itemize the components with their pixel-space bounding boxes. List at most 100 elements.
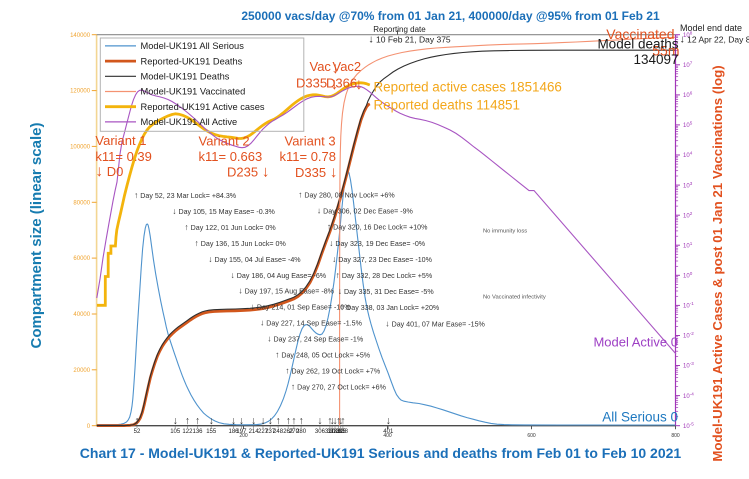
svg-text:Reported deaths 114851: Reported deaths 114851 [374, 98, 520, 113]
svg-text:227: 227 [258, 429, 269, 435]
svg-text:306: 306 [315, 429, 326, 435]
svg-text:↓ Day 186, 04 Aug Ease= -6%: ↓ Day 186, 04 Aug Ease= -6% [231, 270, 327, 280]
svg-text:105: 105 [683, 121, 693, 130]
svg-text:Model-UK191 Vaccinated: Model-UK191 Vaccinated [141, 87, 246, 97]
svg-text:52: 52 [134, 429, 141, 435]
svg-text:Model deaths: Model deaths [597, 37, 678, 52]
svg-text:Vac: Vac [310, 59, 332, 74]
svg-text:k11= 0.663: k11= 0.663 [199, 149, 263, 164]
svg-text:10-5: 10-5 [683, 421, 694, 430]
svg-text:136: 136 [192, 429, 203, 435]
svg-text:↑ Day 338, 03 Jan Lock= +20%: ↑ Day 338, 03 Jan Lock= +20% [340, 302, 440, 312]
svg-text:↑: ↑ [134, 415, 139, 427]
svg-text:105: 105 [170, 429, 181, 435]
svg-text:Model-UK191 All Serious: Model-UK191 All Serious [141, 41, 245, 51]
svg-text:248: 248 [273, 429, 284, 435]
svg-text:↑ Day 136, 15 Jun Lock= 0%: ↑ Day 136, 15 Jun Lock= 0% [195, 238, 287, 248]
svg-text:↓: ↓ [332, 415, 337, 427]
svg-text:↓ Day 197, 15 Aug Ease= -8%: ↓ Day 197, 15 Aug Ease= -8% [238, 286, 334, 296]
svg-text:60000: 60000 [73, 256, 90, 262]
svg-text:108: 108 [683, 30, 693, 39]
svg-text:↑: ↑ [298, 415, 303, 427]
svg-text:401: 401 [383, 429, 394, 435]
svg-text:↑: ↑ [291, 415, 296, 427]
svg-text:↓ 12 Apr 22, Day 807: ↓ 12 Apr 22, Day 807 [680, 34, 749, 46]
svg-text:332: 332 [334, 429, 345, 435]
svg-text:Model end date: Model end date [680, 23, 742, 33]
svg-text:↓: ↓ [251, 415, 256, 427]
svg-text:107: 107 [683, 61, 693, 70]
svg-text:122: 122 [182, 429, 193, 435]
svg-text:↓: ↓ [260, 415, 265, 427]
svg-text:↑: ↑ [340, 415, 345, 427]
svg-text:↓ Day 227, 14 Sep Ease= -1.5%: ↓ Day 227, 14 Sep Ease= -1.5% [260, 318, 363, 328]
svg-text:↓ Day 237, 24 Sep Ease= -1%: ↓ Day 237, 24 Sep Ease= -1% [267, 334, 364, 344]
svg-text:10-1: 10-1 [683, 301, 694, 310]
svg-text:Model-UK191 Deaths: Model-UK191 Deaths [141, 72, 230, 82]
svg-text:D366: D366 [326, 76, 357, 91]
svg-text:101: 101 [683, 241, 693, 250]
svg-text:10-2: 10-2 [683, 331, 694, 340]
svg-text:102: 102 [683, 211, 693, 220]
svg-text:↓: ↓ [268, 415, 273, 427]
svg-text:↓: ↓ [331, 76, 339, 93]
svg-text:↑ Day 262, 19 Oct Lock= +7%: ↑ Day 262, 19 Oct Lock= +7% [285, 365, 381, 375]
svg-text:20000: 20000 [73, 368, 90, 374]
svg-text:155: 155 [206, 429, 217, 435]
svg-text:237: 237 [265, 429, 276, 435]
svg-text:Reporting date: Reporting date [373, 25, 426, 34]
svg-text:140000: 140000 [70, 33, 91, 39]
svg-text:55m: 55m [652, 43, 679, 59]
svg-text:↓ Day 155, 04 Jul Ease= -4%: ↓ Day 155, 04 Jul Ease= -4% [208, 254, 301, 264]
svg-text:↓: ↓ [332, 60, 340, 77]
svg-text:10-3: 10-3 [683, 361, 694, 370]
svg-text:80000: 80000 [73, 200, 90, 206]
svg-text:↓: ↓ [386, 415, 391, 427]
svg-text:k11= 0.39: k11= 0.39 [95, 149, 152, 164]
svg-text:280: 280 [296, 429, 307, 435]
svg-text:Reported-UK191 Active cases: Reported-UK191 Active cases [141, 102, 265, 112]
svg-text:Variant 2: Variant 2 [199, 134, 250, 149]
svg-text:↑: ↑ [286, 415, 291, 427]
svg-text:↓: ↓ [173, 415, 178, 427]
svg-text:↓ Day 323, 19 Dec Ease= -0%: ↓ Day 323, 19 Dec Ease= -0% [329, 238, 426, 248]
svg-text:Compartment size (linear scale: Compartment size (linear scale) [28, 123, 45, 349]
svg-text:270: 270 [289, 429, 300, 435]
svg-text:Variant 1: Variant 1 [95, 133, 146, 148]
svg-text:197: 197 [236, 429, 247, 435]
svg-text:D335: D335 [296, 76, 327, 91]
svg-text:↑: ↑ [336, 415, 341, 427]
svg-text:103: 103 [683, 181, 693, 190]
svg-text:↓ D0: ↓ D0 [95, 163, 123, 180]
svg-text:No Vaccinated infectivity: No Vaccinated infectivity [483, 295, 546, 301]
svg-text:Chart 17 - Model-UK191 & Repor: Chart 17 - Model-UK191 & Reported-UK191 … [80, 445, 682, 461]
svg-text:323: 323 [327, 429, 338, 435]
svg-text:↑ Day 280, 08 Nov Lock= +6%: ↑ Day 280, 08 Nov Lock= +6% [298, 190, 395, 200]
svg-text:120000: 120000 [70, 89, 91, 95]
svg-text:186: 186 [228, 429, 239, 435]
svg-text:↑: ↑ [185, 415, 190, 427]
svg-text:10-4: 10-4 [683, 391, 694, 400]
svg-text:800: 800 [671, 433, 680, 439]
svg-text:↓: ↓ [329, 415, 334, 427]
svg-text:↑: ↑ [195, 415, 200, 427]
svg-text:↓ Day 335, 31 Dec Ease= -5%: ↓ Day 335, 31 Dec Ease= -5% [338, 286, 435, 296]
svg-text:↑: ↑ [275, 415, 280, 427]
svg-text:↓: ↓ [338, 415, 343, 427]
svg-text:262: 262 [283, 429, 294, 435]
svg-text:↑ Day 248, 05 Oct Lock= +5%: ↑ Day 248, 05 Oct Lock= +5% [275, 350, 371, 360]
svg-text:↓ Day 327, 23 Dec Ease= -10%: ↓ Day 327, 23 Dec Ease= -10% [332, 254, 433, 264]
svg-text:↑: ↑ [327, 415, 332, 427]
svg-text:All Serious 0: All Serious 0 [602, 410, 678, 425]
svg-text:↓ Day 306, 02 Dec Ease= -9%: ↓ Day 306, 02 Dec Ease= -9% [317, 206, 414, 216]
svg-text:600: 600 [527, 433, 536, 439]
svg-text:338: 338 [338, 429, 349, 435]
svg-text:↓: ↓ [317, 415, 322, 427]
svg-text:↓: ↓ [355, 76, 363, 93]
svg-text:↑ Day 332, 28 Dec Lock= +5%: ↑ Day 332, 28 Dec Lock= +5% [336, 270, 433, 280]
svg-text:Model-UK191 Active Cases & pos: Model-UK191 Active Cases & post 01 Jan 2… [710, 65, 725, 461]
svg-text:400: 400 [383, 433, 392, 439]
svg-text:D235 ↓: D235 ↓ [227, 164, 269, 181]
svg-text:320: 320 [325, 429, 336, 435]
svg-text:↓ 10 Feb 21, Day 375: ↓ 10 Feb 21, Day 375 [368, 34, 451, 46]
